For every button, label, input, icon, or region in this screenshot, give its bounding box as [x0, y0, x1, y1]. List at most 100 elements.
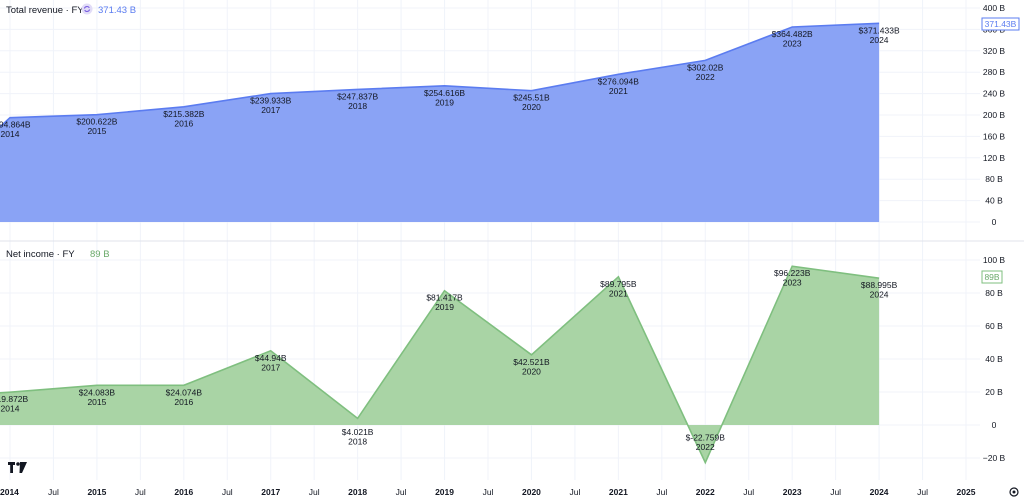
- time-axis-label: Jul: [917, 487, 928, 497]
- net-income-data-label-year: 2017: [261, 362, 280, 372]
- net-income-area-series: [0, 265, 880, 465]
- revenue-data-label-year: 2015: [87, 126, 106, 136]
- revenue-data-label-value: $247.837B: [337, 91, 378, 101]
- revenue-price-tag-text: 371.43B: [985, 19, 1017, 29]
- net-income-data-label-year: 2014: [1, 404, 20, 414]
- time-axis-label: 2024: [870, 487, 889, 497]
- time-axis-label: 2022: [696, 487, 715, 497]
- revenue-data-label-year: 2016: [174, 118, 193, 128]
- time-axis-label: 2014: [0, 487, 19, 497]
- time-axis-label: Jul: [830, 487, 841, 497]
- net-income-data-label-value: $96.223B: [774, 268, 811, 278]
- net-income-y-tick-label: 60 B: [985, 321, 1003, 331]
- net-income-data-label-year: 2020: [522, 366, 541, 376]
- net-income-data-label-value: $89.795B: [600, 279, 637, 289]
- net-income-legend-value: 89 B: [90, 249, 110, 260]
- net-income-data-label-value: $81.417B: [426, 293, 463, 303]
- revenue-area-series: [0, 22, 880, 222]
- time-axis-label: 2023: [783, 487, 802, 497]
- revenue-legend-title: Total revenue · FY: [6, 5, 84, 16]
- net-income-data-label-value: $42.521B: [513, 357, 550, 367]
- net-income-data-label-year: 2022: [696, 442, 715, 452]
- revenue-price-tag: 371.43B: [981, 17, 1020, 31]
- time-axis-label: Jul: [743, 487, 754, 497]
- revenue-data-label-year: 2019: [435, 97, 454, 107]
- net-income-data-label-value: $24.074B: [166, 387, 203, 397]
- time-axis-label: Jul: [135, 487, 146, 497]
- revenue-legend[interactable]: Total revenue · FY 371.43 B: [6, 3, 136, 17]
- revenue-data-label-value: $276.094B: [598, 76, 639, 86]
- net-income-price-tag: 89B: [981, 270, 1003, 284]
- net-income-legend[interactable]: Net income · FY 89 B: [6, 249, 110, 260]
- time-axis-label: 2017: [261, 487, 280, 497]
- revenue-data-label-year: 2018: [348, 101, 367, 111]
- time-axis-label: Jul: [396, 487, 407, 497]
- revenue-area-fill: [0, 23, 880, 222]
- revenue-data-label-value: $254.616B: [424, 88, 465, 98]
- revenue-sync-icon[interactable]: [81, 3, 93, 15]
- net-income-data-label-value: $24.083B: [79, 387, 116, 397]
- net-income-data-label-year: 2019: [435, 302, 454, 312]
- net-income-y-tick-label: 20 B: [985, 387, 1003, 397]
- revenue-y-tick-label: 80 B: [985, 174, 1003, 184]
- revenue-y-tick-label: 400 B: [983, 3, 1006, 13]
- net-income-y-tick-label: −20 B: [983, 453, 1006, 463]
- net-income-line: [0, 265, 880, 465]
- revenue-data-label-value: $302.02B: [687, 62, 724, 72]
- time-axis[interactable]: 2014 Jul 2015 Jul 2016 Jul 2017 Jul 2018 Jul 2019 J…: [0, 487, 976, 497]
- revenue-line: [0, 22, 880, 128]
- revenue-data-label-value: $200.622B: [76, 117, 117, 127]
- revenue-data-label-year: 2020: [522, 102, 541, 112]
- net-income-legend-title: Net income · FY: [6, 249, 75, 260]
- revenue-data-label-year: 2017: [261, 105, 280, 115]
- time-axis-label: Jul: [569, 487, 580, 497]
- time-axis-label: Jul: [309, 487, 320, 497]
- revenue-data-label-value: $245.51B: [513, 93, 550, 103]
- net-income-data-label-value: $88.995B: [861, 280, 898, 290]
- revenue-y-tick-label: 160 B: [983, 131, 1006, 141]
- net-income-data-label-year: 2016: [174, 397, 193, 407]
- revenue-y-tick-label: 280 B: [983, 67, 1006, 77]
- time-axis-label: Jul: [656, 487, 667, 497]
- revenue-y-tick-label: 40 B: [985, 196, 1003, 206]
- revenue-y-tick-label: 320 B: [983, 46, 1006, 56]
- net-income-data-label-year: 2023: [783, 278, 802, 288]
- revenue-data-label-value: $215.382B: [163, 109, 204, 119]
- time-axis-label: 2015: [87, 487, 106, 497]
- time-axis-label: 2021: [609, 487, 628, 497]
- net-income-y-tick-label: 80 B: [985, 288, 1003, 298]
- net-income-data-label-value: $-22.759B: [686, 433, 726, 443]
- revenue-y-tick-label: 240 B: [983, 89, 1006, 99]
- net-income-y-tick-label: 0: [992, 420, 997, 430]
- time-axis-label: 2018: [348, 487, 367, 497]
- net-income-data-label-value: $44.94B: [255, 353, 287, 363]
- revenue-data-label-value: $194.864B: [0, 120, 31, 130]
- revenue-data-label-value: $371.433B: [859, 25, 900, 35]
- net-income-data-label-value: $19.872B: [0, 394, 29, 404]
- revenue-y-tick-label: 120 B: [983, 153, 1006, 163]
- net-income-y-axis[interactable]: 100 B 80 B 60 B 40 B 20 B 0 −20 B: [983, 255, 1006, 463]
- net-income-y-tick-label: 100 B: [983, 255, 1006, 265]
- net-income-data-label-value: $4.021B: [342, 427, 374, 437]
- revenue-data-label-value: $364.482B: [772, 29, 813, 39]
- net-income-data-label-year: 2015: [87, 397, 106, 407]
- revenue-data-label-value: $239.933B: [250, 96, 291, 106]
- revenue-data-label-year: 2014: [1, 129, 20, 139]
- net-income-data-label-year: 2024: [870, 290, 889, 300]
- revenue-y-tick-label: 200 B: [983, 110, 1006, 120]
- time-axis-label: 2025: [957, 487, 976, 497]
- tradingview-logo[interactable]: [8, 462, 27, 473]
- revenue-data-label-year: 2023: [783, 39, 802, 49]
- time-axis-label: Jul: [48, 487, 59, 497]
- revenue-y-tick-label: 0: [992, 217, 997, 227]
- gear-icon[interactable]: [1009, 487, 1019, 497]
- revenue-data-label-year: 2021: [609, 86, 628, 96]
- net-income-y-tick-label: 40 B: [985, 354, 1003, 364]
- net-income-data-label-year: 2021: [609, 288, 628, 298]
- revenue-data-label-year: 2024: [870, 35, 889, 45]
- time-axis-label: Jul: [483, 487, 494, 497]
